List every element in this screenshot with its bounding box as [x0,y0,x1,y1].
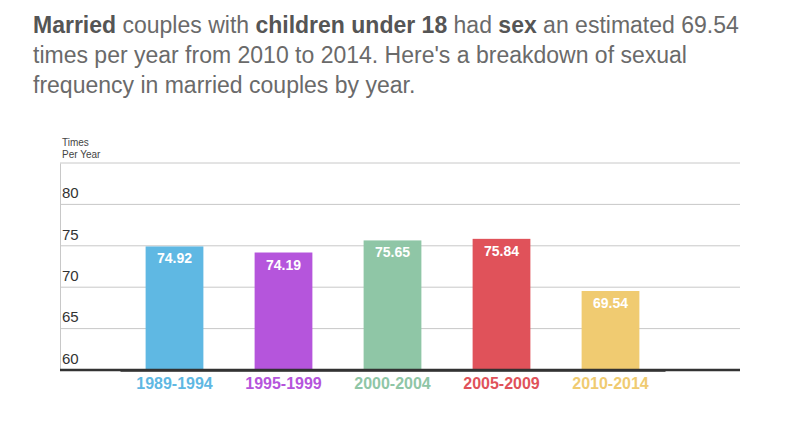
x-tick-label: 2000-2004 [354,375,431,392]
x-axis-line [121,369,666,372]
x-tick: 2005-2009 [463,370,540,392]
title-word: couples [116,12,202,38]
y-tick-label: 60 [62,350,79,367]
title-word: by [328,72,359,98]
title: Married couples with children under 18 h… [33,12,739,98]
title-word: with [202,12,249,38]
title-word: Married [33,12,116,38]
title-word: per [88,42,128,68]
title-word: 69.54 [675,12,739,38]
x-tick: 2000-2004 [354,370,431,392]
grid-line [60,370,740,371]
x-tick-label: 1989-1994 [136,375,213,392]
title-word: to [289,42,315,68]
title-word: of [588,42,614,68]
bar [364,240,422,370]
data-label: 74.92 [157,250,192,266]
y-tick-label: 70 [62,267,79,284]
chart: Married couples with children under 18 h… [0,0,800,440]
baseline [60,369,740,372]
y-tick-label: 75 [62,226,79,243]
title-word: frequency [33,72,135,98]
title-word: in [134,72,158,98]
y-axis-title-line: Times [62,137,89,148]
bar [473,239,531,370]
title-word: under [345,12,415,38]
y-axis: 60 65 70 75 80 [60,164,79,371]
x-tick-label: 2010-2014 [572,375,649,392]
title-word: sex [492,12,537,38]
grid [60,204,740,370]
y-tick: 80 [60,184,79,205]
x-tick: 2010-2014 [572,370,649,392]
bar [582,291,640,370]
x-tick: 1995-1999 [245,370,322,392]
title-word: had [447,12,492,38]
x-tick-label: 1995-1999 [245,375,322,392]
y-axis-title-line: Per Year [62,149,101,160]
bars [146,239,640,370]
title-word: estimated [569,12,675,38]
title-word: children [249,12,345,38]
y-tick-label: 65 [62,308,79,325]
title-word: year. [359,72,415,98]
title-word: from [179,42,231,68]
title-word: sexual [614,42,687,68]
title-word: breakdown [470,42,589,68]
bar [146,246,204,370]
y-tick-label: 80 [62,184,79,201]
title-word: a [450,42,469,68]
title-word: 2014. [314,42,378,68]
y-tick: 70 [60,267,79,288]
title-word: times [33,42,88,68]
y-axis-line [60,164,61,371]
title-word: 18 [415,12,447,38]
frame-top [60,163,740,164]
title-word: couples [243,72,329,98]
data-labels: 74.92 74.19 75.65 75.84 69.54 [157,243,628,311]
title-word: 2010 [231,42,289,68]
x-axis: 1989-1994 1995-1999 2000-2004 2005-2009 2010… [121,370,666,392]
grid-line [60,204,740,205]
title-word: year [128,42,179,68]
title-word: married [158,72,242,98]
data-label: 74.19 [266,257,301,273]
data-label: 69.54 [593,295,628,311]
data-label: 75.65 [375,244,410,260]
y-tick: 60 [60,350,79,371]
y-tick: 75 [60,226,79,247]
bar [255,253,313,370]
y-axis-title: TimesPer Year [62,137,101,160]
title-word: an [537,12,569,38]
title-word: Here's [378,42,450,68]
y-tick: 65 [60,308,79,329]
x-tick: 1989-1994 [136,370,213,392]
data-label: 75.84 [484,243,519,259]
x-tick-label: 2005-2009 [463,375,540,392]
